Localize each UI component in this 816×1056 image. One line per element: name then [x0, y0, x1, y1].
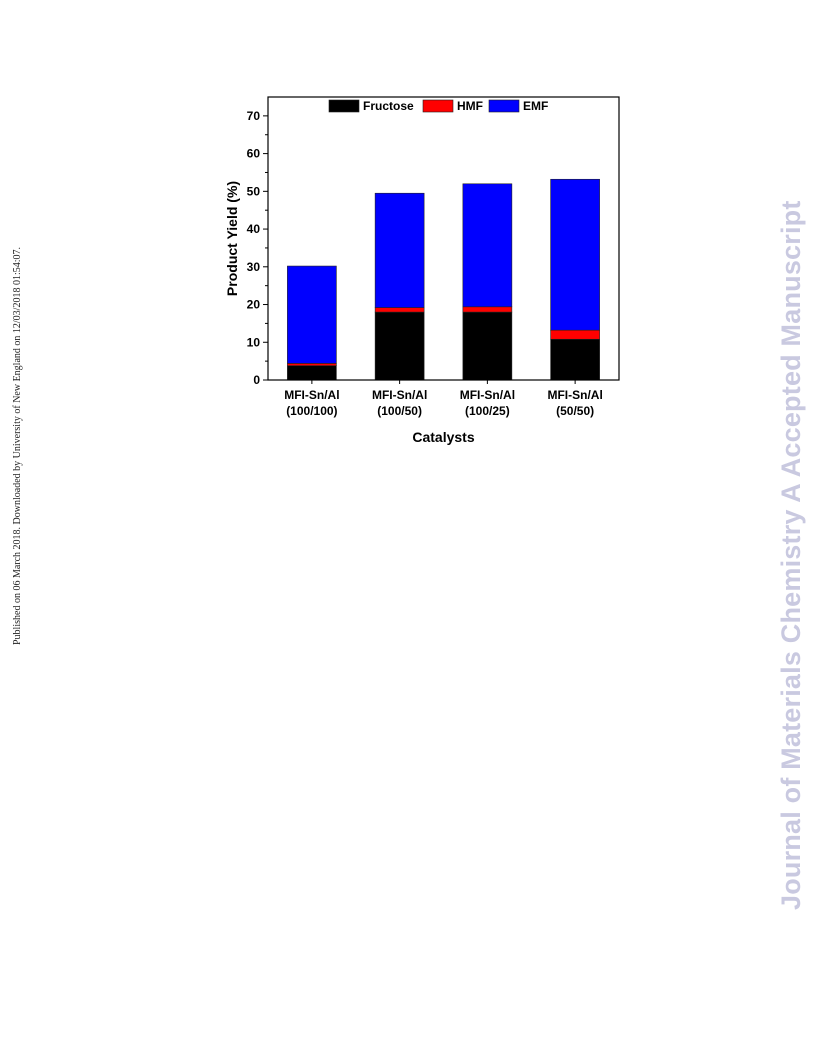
bar-fructose-2 — [462, 311, 513, 381]
y-tick-label-10: 10 — [247, 335, 261, 349]
legend-label-emf: EMF — [523, 99, 548, 113]
bar-emf-2 — [462, 183, 513, 308]
y-tick-label-60: 60 — [247, 147, 261, 161]
bar-hmf-2 — [462, 306, 513, 313]
bar-emf-1 — [374, 192, 425, 308]
bar-hmf-3 — [550, 329, 600, 340]
x-tick-label-0-0: MFI-Sn/Al — [284, 388, 339, 402]
x-tick-label-1-0: MFI-Sn/Al — [372, 388, 427, 402]
bar-emf-3 — [550, 178, 600, 331]
bar-hmf-0 — [287, 363, 337, 366]
y-axis-title: Product Yield (%) — [224, 181, 240, 296]
y-tick-label-30: 30 — [247, 260, 261, 274]
x-axis-title: Catalysts — [412, 429, 474, 445]
bar-emf-0 — [287, 265, 337, 364]
y-tick-label-70: 70 — [247, 109, 261, 123]
x-tick-label-3-1: (50/50) — [556, 404, 594, 418]
x-tick-label-2-1: (100/25) — [465, 404, 510, 418]
x-tick-label-0-1: (100/100) — [286, 404, 337, 418]
bar-hmf-1 — [374, 307, 425, 313]
legend-swatch-emf — [488, 99, 520, 113]
x-tick-label-3-0: MFI-Sn/Al — [547, 388, 602, 402]
bar-fructose-3 — [550, 338, 600, 381]
y-tick-label-50: 50 — [247, 184, 261, 198]
y-tick-label-40: 40 — [247, 222, 261, 236]
bar-fructose-0 — [287, 365, 337, 381]
x-tick-label-1-1: (100/50) — [377, 404, 422, 418]
legend-swatch-hmf — [422, 99, 454, 113]
x-tick-label-2-0: MFI-Sn/Al — [460, 388, 515, 402]
legend-label-hmf: HMF — [457, 99, 483, 113]
y-tick-label-0: 0 — [253, 373, 260, 387]
plot-frame — [267, 96, 620, 381]
bar-fructose-1 — [374, 311, 425, 381]
legend-swatch-fructose — [328, 99, 360, 113]
legend-label-fructose: Fructose — [363, 99, 414, 113]
y-tick-label-20: 20 — [247, 298, 261, 312]
plot-area: MFI-Sn/Al (100/100) MFI-Sn/Al (100/50) MFI-S… — [224, 96, 620, 445]
